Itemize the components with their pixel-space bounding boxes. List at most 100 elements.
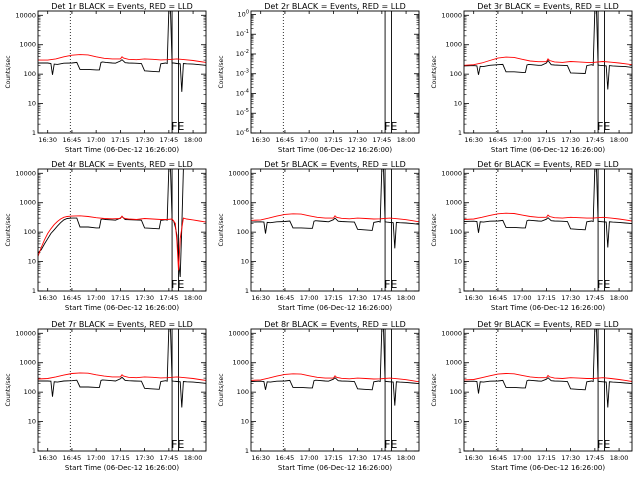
y-tick-label: 100 [450,228,462,236]
panel-det3r: Det 3r BLACK = Events, RED = LLD Counts/s… [431,2,633,154]
panel-det1r: Det 1r BLACK = Events, RED = LLD Counts/s… [5,2,207,154]
x-tick-label: 17:15 [537,136,556,144]
x-tick-label: 16:30 [464,136,483,144]
x-tick-label: 17:45 [585,136,604,144]
fe-annotation: FE [171,278,184,291]
y-tick-label: 10 [241,418,249,426]
x-tick-label: 17:15 [111,294,130,302]
x-tick-label: 16:45 [63,454,82,462]
x-tick-label: 17:15 [324,454,343,462]
x-tick-label: 17:30 [135,454,154,462]
events-series-line [464,329,632,408]
y-tick-label: 100 [24,388,36,396]
x-tick-label: 17:00 [300,136,319,144]
x-tick-label: 17:30 [561,294,580,302]
x-tick-label: 17:00 [87,136,106,144]
y-tick-label: 1 [458,287,462,295]
y-tick-label: 10-4 [236,88,249,97]
x-tick-label: 17:15 [537,294,556,302]
x-tick-label: 17:30 [135,136,154,144]
x-tick-label: 17:15 [324,294,343,302]
x-tick-label: 16:30 [251,294,270,302]
x-tick-label: 17:30 [348,294,367,302]
lld-series-line [464,373,632,382]
series-group [464,329,632,408]
x-tick-label: 17:45 [585,454,604,462]
series-group [251,169,419,249]
x-tick-label: 18:00 [610,294,629,302]
y-tick-label: 10 [454,258,462,266]
y-tick-label: 10-1 [236,29,249,38]
lld-series-line [38,215,206,271]
x-tick-label: 17:30 [348,454,367,462]
x-tick-label: 17:45 [372,136,391,144]
lld-series-line [251,213,419,223]
y-tick-label: 1000 [232,199,249,207]
lld-series-line [464,212,632,222]
y-tick-label: 10 [241,258,249,266]
panel-title: Det 7r BLACK = Events, RED = LLD [51,320,193,329]
x-tick-label: 17:15 [537,454,556,462]
y-tick-label: 100 [237,228,249,236]
y-axis-label: Counts/sec [218,213,225,246]
x-axis-label: Start Time (06-Dec-12 16:26:00) [65,304,179,312]
panel-title: Det 5r BLACK = Events, RED = LLD [264,160,406,169]
y-tick-label: 10 [454,418,462,426]
fe-annotation: FE [171,438,184,451]
x-tick-label: 17:00 [87,294,106,302]
panel-title: Det 3r BLACK = Events, RED = LLD [477,2,619,11]
y-tick-label: 10000 [228,169,249,177]
x-tick-label: 16:30 [38,294,57,302]
y-axis-label: Counts/sec [5,373,12,406]
x-tick-label: 18:00 [184,294,203,302]
y-axis-label: Counts/sec [5,213,12,246]
panel-det7r: Det 7r BLACK = Events, RED = LLD Counts/s… [5,320,207,472]
y-tick-label: 100 [237,388,249,396]
y-tick-label: 100 [450,70,462,78]
x-tick-label: 18:00 [610,136,629,144]
series-group [251,329,419,406]
y-tick-label: 1 [245,287,249,295]
y-tick-label: 10000 [15,169,36,177]
panel-title: Det 4r BLACK = Events, RED = LLD [51,160,193,169]
panel-title: Det 8r BLACK = Events, RED = LLD [264,320,406,329]
events-series-line [251,329,419,406]
x-tick-label: 16:45 [489,294,508,302]
panel-det9r: Det 9r BLACK = Events, RED = LLD Counts/s… [431,320,633,472]
x-axis-label: Start Time (06-Dec-12 16:26:00) [491,146,605,154]
x-axis-label: Start Time (06-Dec-12 16:26:00) [65,464,179,472]
x-tick-label: 18:00 [184,454,203,462]
x-tick-label: 16:30 [38,136,57,144]
x-axis-label: Start Time (06-Dec-12 16:26:00) [491,304,605,312]
x-tick-label: 17:30 [561,454,580,462]
y-tick-label: 10 [454,100,462,108]
plot-frame [37,10,207,134]
lld-series-line [251,373,419,383]
x-tick-label: 17:45 [585,294,604,302]
y-tick-label: 1 [32,129,36,137]
x-tick-label: 17:15 [111,454,130,462]
y-tick-label: 1000 [19,41,36,49]
x-axis-label: Start Time (06-Dec-12 16:26:00) [491,464,605,472]
x-tick-label: 18:00 [184,136,203,144]
y-tick-label: 100 [24,228,36,236]
panel-det2r: Det 2r BLACK = Events, RED = LLD Counts/s… [218,2,420,154]
panel-det4r: Det 4r BLACK = Events, RED = LLD Counts/s… [5,160,207,312]
x-tick-label: 17:45 [372,294,391,302]
y-tick-label: 10-5 [236,108,249,117]
fe-annotation: FE [384,278,397,291]
x-tick-label: 18:00 [397,454,416,462]
y-tick-label: 10-6 [236,128,249,137]
x-tick-label: 16:30 [251,136,270,144]
fe-annotation: FE [171,120,184,133]
events-series-line [38,329,206,408]
x-tick-label: 17:00 [87,454,106,462]
fe-annotation: FE [597,278,610,291]
x-tick-label: 17:00 [300,454,319,462]
y-tick-label: 1000 [445,41,462,49]
fe-annotation: FE [384,120,397,133]
y-axis-label: Counts/sec [431,213,438,246]
x-tick-label: 16:30 [464,454,483,462]
